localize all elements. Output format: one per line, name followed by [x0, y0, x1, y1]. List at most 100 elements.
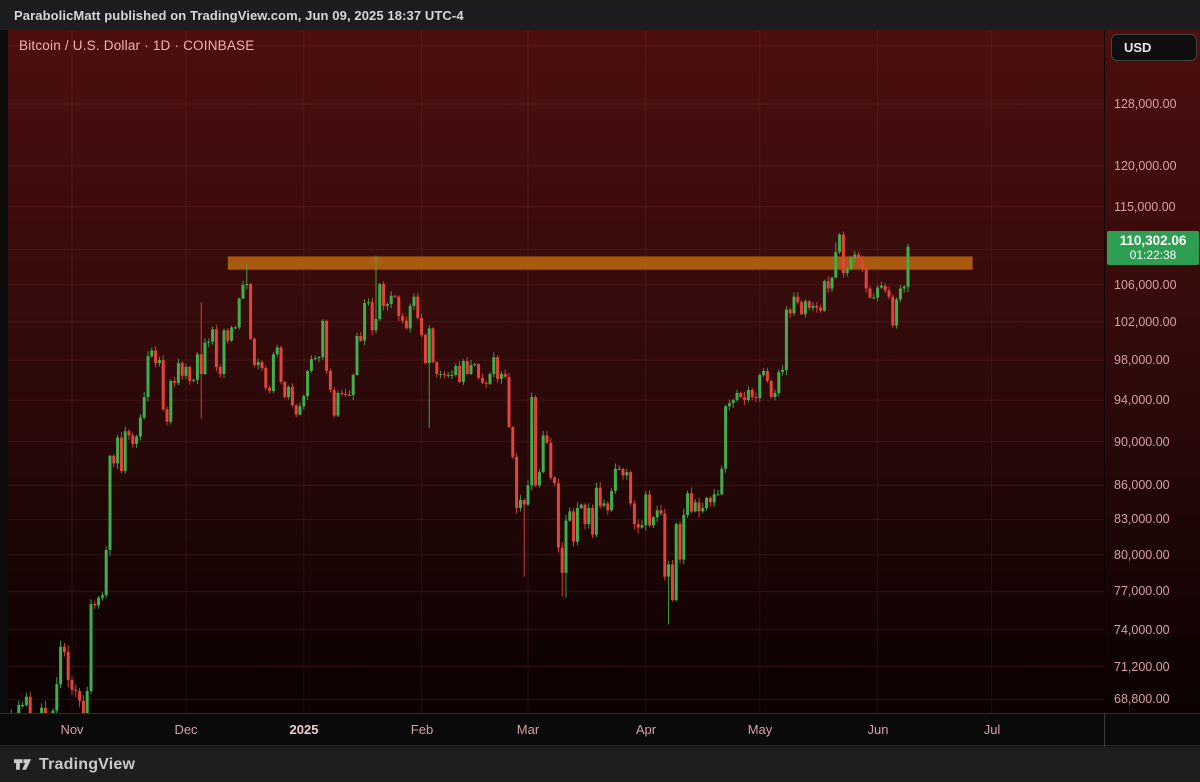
- candle: [306, 371, 310, 397]
- candle: [70, 680, 74, 690]
- candle: [716, 494, 720, 496]
- candle: [442, 373, 446, 375]
- candle: [241, 284, 245, 299]
- candle: [446, 374, 450, 376]
- candle: [62, 646, 66, 652]
- candle: [249, 284, 253, 339]
- candle: [454, 366, 458, 375]
- candle: [678, 524, 682, 560]
- resistance-zone-box[interactable]: [227, 256, 973, 270]
- candle: [17, 705, 21, 713]
- candle: [845, 268, 849, 274]
- candle: [81, 700, 85, 713]
- candle: [629, 472, 633, 504]
- candle: [568, 511, 572, 521]
- candle: [366, 302, 370, 304]
- tradingview-brand-link[interactable]: TradingView: [13, 755, 135, 774]
- candle: [268, 387, 272, 391]
- candle: [705, 497, 709, 508]
- candle: [773, 393, 777, 398]
- candle: [769, 380, 773, 397]
- price-tick-label: 74,000.00: [1114, 623, 1170, 637]
- candle: [264, 368, 268, 388]
- candle: [803, 301, 807, 315]
- candle: [28, 696, 32, 713]
- footer-bar: TradingView: [0, 747, 1200, 782]
- candle: [511, 427, 515, 457]
- time-axis[interactable]: Nov Dec 2025 Feb Mar Apr May Jun Jul: [0, 713, 1200, 747]
- candle: [587, 508, 591, 525]
- candle: [393, 295, 397, 297]
- candle: [727, 403, 731, 407]
- candle: [370, 302, 374, 331]
- candle: [336, 393, 340, 416]
- price-tick-label: 115,000.00: [1114, 200, 1176, 214]
- candle: [420, 318, 424, 335]
- candle: [686, 493, 690, 515]
- candle: [97, 597, 101, 606]
- candle: [602, 503, 606, 506]
- candle: [260, 362, 264, 368]
- candle: [104, 550, 108, 596]
- candle: [279, 347, 283, 382]
- candle: [465, 361, 469, 374]
- candle: [477, 364, 481, 378]
- candle: [503, 373, 507, 377]
- candle: [762, 371, 766, 375]
- candle: [112, 455, 116, 464]
- candle: [594, 487, 598, 535]
- candle: [347, 395, 351, 396]
- candle: [708, 497, 712, 503]
- candle: [116, 437, 120, 464]
- candle: [496, 357, 500, 379]
- price-tick-label: 71,200.00: [1114, 660, 1170, 674]
- last-price-value: 110,302.06: [1119, 233, 1187, 248]
- currency-usd-button[interactable]: USD: [1111, 34, 1197, 61]
- candle: [788, 309, 792, 314]
- candle: [325, 320, 329, 371]
- candle: [807, 301, 811, 308]
- candlestick-chart-canvas[interactable]: [8, 30, 1104, 713]
- candle: [431, 328, 435, 363]
- candle: [237, 298, 241, 328]
- candle: [294, 405, 298, 415]
- candle: [344, 394, 348, 395]
- candle: [211, 329, 215, 342]
- candle: [138, 417, 142, 437]
- time-tick-label: Nov: [60, 722, 84, 737]
- candle: [746, 390, 750, 401]
- price-tick-label: 120,000.00: [1114, 159, 1177, 173]
- candle: [340, 393, 344, 394]
- candle: [655, 510, 659, 518]
- candle: [458, 366, 462, 382]
- candle: [469, 365, 473, 374]
- candle: [378, 284, 382, 319]
- candle: [218, 367, 222, 374]
- candle: [203, 342, 207, 374]
- candle: [556, 483, 560, 548]
- candle: [245, 284, 249, 285]
- candle: [165, 409, 169, 422]
- candle: [693, 502, 697, 512]
- candle: [583, 504, 587, 525]
- candle: [689, 493, 693, 512]
- candle: [902, 286, 906, 289]
- candle: [670, 564, 674, 601]
- candle: [518, 500, 522, 508]
- candle: [659, 510, 663, 514]
- candle: [834, 252, 838, 278]
- candle: [233, 327, 237, 329]
- candle: [541, 435, 545, 473]
- symbol-title[interactable]: Bitcoin / U.S. Dollar · 1D · COINBASE: [19, 38, 255, 53]
- candle: [640, 525, 644, 528]
- chart-panel: Bitcoin / U.S. Dollar · 1D · COINBASE US…: [8, 30, 1200, 713]
- candle: [644, 494, 648, 526]
- candle: [195, 354, 199, 380]
- candle: [473, 364, 477, 366]
- price-axis[interactable]: USD 110,302.06 01:22:38 128,000.00 120,00…: [1104, 30, 1200, 713]
- candle: [488, 373, 492, 384]
- time-tick-label: Feb: [410, 722, 434, 737]
- candle: [108, 455, 112, 550]
- candle: [534, 397, 538, 486]
- candle: [207, 341, 211, 343]
